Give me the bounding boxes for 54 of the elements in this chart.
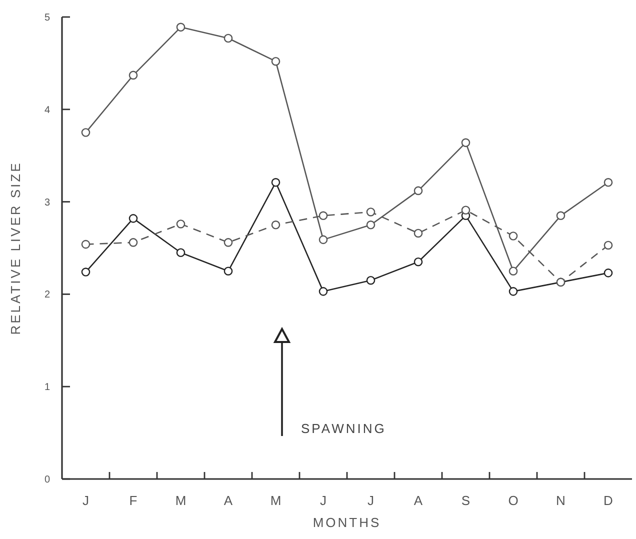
point (318, 235, 328, 244)
x-tick-label: D (604, 493, 613, 508)
point (461, 138, 470, 148)
x-tick-label: O (508, 493, 518, 508)
point (271, 178, 280, 187)
x-tick-label: J (368, 493, 374, 508)
annotation: SPAWNING (301, 421, 386, 436)
point (604, 268, 613, 278)
x-tick-label: A (224, 493, 233, 508)
point (224, 34, 233, 43)
y-tick-label: 1 (44, 382, 50, 394)
point (508, 287, 518, 296)
point (604, 178, 613, 187)
y-axis-title: RELATIVE LIVER SIZE (8, 161, 23, 335)
point (128, 70, 138, 80)
y-tick-label: 3 (44, 197, 50, 208)
x-tick-label: J (320, 493, 326, 508)
point (508, 232, 518, 240)
x-tick-label: A (414, 493, 423, 508)
point (128, 214, 138, 223)
x-tick-label: M (175, 493, 186, 508)
point (318, 211, 328, 220)
point (176, 248, 186, 258)
y-tick-label: 2 (44, 290, 50, 301)
x-axis-title: MONTHS (312, 515, 382, 530)
point (414, 228, 423, 238)
point (81, 268, 90, 276)
y-tick-label: 4 (44, 104, 50, 116)
point (366, 220, 376, 230)
point (508, 266, 518, 276)
x-tick-label: M (270, 493, 282, 508)
point (81, 240, 90, 249)
point (271, 56, 280, 66)
y-tick-label: 5 (44, 12, 50, 24)
point (224, 238, 233, 247)
point (461, 206, 470, 215)
point (81, 128, 90, 137)
x-tick-label: J (82, 493, 89, 508)
x-tick-label: N (556, 493, 566, 508)
point (366, 208, 376, 216)
point (318, 287, 328, 296)
point (414, 186, 423, 196)
point (224, 266, 233, 276)
point (176, 220, 186, 228)
point (271, 220, 280, 230)
y-tick-label: 0 (44, 474, 50, 486)
point (604, 240, 613, 250)
point (414, 257, 423, 266)
x-tick-label: F (129, 493, 138, 508)
point (366, 276, 376, 285)
point (128, 238, 138, 247)
point (176, 22, 186, 32)
point (556, 211, 566, 220)
x-tick-label: S (461, 493, 470, 508)
